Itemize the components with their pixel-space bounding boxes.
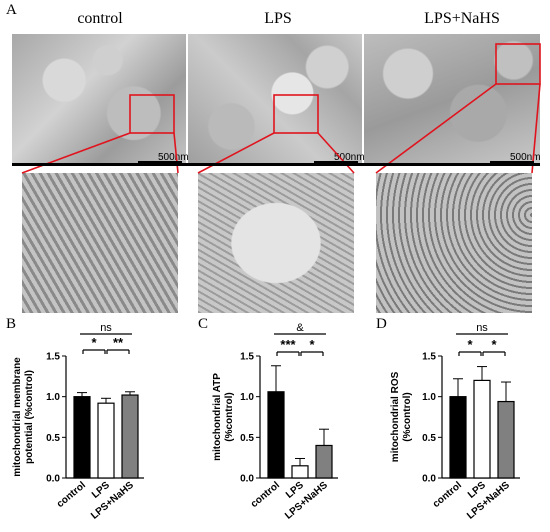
y-tick-label: 0.0 bbox=[240, 474, 254, 485]
y-tick-label: 1.5 bbox=[46, 352, 60, 363]
title-lps: LPS bbox=[264, 10, 292, 27]
y-tick-label: 0.5 bbox=[46, 433, 60, 444]
em-image-lps-nahs-low bbox=[364, 34, 540, 166]
significance-label: ns bbox=[100, 322, 112, 334]
scale-bar-label-control: 500nm bbox=[158, 152, 189, 163]
bar-lps-nahs bbox=[497, 400, 515, 479]
y-axis-label: (%control) bbox=[224, 392, 235, 441]
panel-letter-d: D bbox=[376, 316, 387, 332]
significance-label: * bbox=[491, 337, 497, 352]
zoom-line bbox=[375, 83, 497, 174]
y-tick-label: 1.5 bbox=[422, 352, 436, 363]
y-tick-label: 1.0 bbox=[46, 392, 60, 403]
zoom-overlay bbox=[12, 43, 541, 174]
y-axis-label: mitochondrial ATP bbox=[212, 373, 223, 461]
title-lps-nahs: LPS+NaHS bbox=[424, 10, 500, 27]
roi-box-lps-nahs bbox=[495, 43, 541, 85]
bar-lps bbox=[97, 402, 115, 479]
y-axis-label: potential (%control) bbox=[24, 370, 35, 464]
significance-label: *** bbox=[280, 337, 296, 352]
panel-letter-a: A bbox=[6, 2, 17, 18]
y-tick-label: 0.5 bbox=[240, 433, 254, 444]
bar-lps-nahs bbox=[315, 444, 333, 479]
y-tick-label: 1.0 bbox=[422, 392, 436, 403]
roi-box-lps bbox=[273, 94, 319, 134]
em-image-control-zoom bbox=[22, 173, 178, 313]
panel-letter-c: C bbox=[198, 316, 209, 332]
bar-control bbox=[267, 391, 285, 479]
em-image-lps-zoom bbox=[198, 173, 354, 313]
y-tick-label: 1.5 bbox=[240, 352, 254, 363]
scale-bar-strip bbox=[12, 163, 540, 166]
zoom-line bbox=[531, 83, 541, 174]
zoom-line bbox=[317, 132, 355, 174]
scale-bar-label-lps-nahs: 500nm bbox=[510, 152, 541, 163]
chart-atp: mitochondrial ATP (%control)0.00.51.01.5c… bbox=[212, 322, 338, 522]
scale-bar-label-lps: 500nm bbox=[334, 152, 365, 163]
bar-lps bbox=[291, 465, 309, 479]
y-axis-label: mitochondrial membrane bbox=[12, 357, 23, 477]
zoom-line bbox=[197, 132, 275, 174]
y-axis-label: mitochondrial ROS bbox=[390, 371, 401, 462]
y-axis-label: (%control) bbox=[402, 392, 413, 441]
bar-control bbox=[73, 396, 91, 479]
y-tick-label: 0.0 bbox=[46, 474, 60, 485]
significance-label: * bbox=[309, 337, 315, 352]
significance-label: * bbox=[91, 335, 97, 350]
bar-lps-nahs bbox=[121, 394, 139, 479]
significance-label: ns bbox=[476, 322, 488, 334]
em-image-lps-nahs-zoom bbox=[376, 173, 532, 313]
title-control: control bbox=[77, 10, 123, 27]
y-tick-label: 0.0 bbox=[422, 474, 436, 485]
y-tick-label: 0.5 bbox=[422, 433, 436, 444]
significance-label: * bbox=[467, 337, 473, 352]
significance-label: & bbox=[296, 322, 304, 334]
significance-label: ** bbox=[113, 335, 124, 350]
zoom-line bbox=[21, 132, 131, 174]
bar-control bbox=[449, 396, 467, 479]
em-image-lps-low bbox=[188, 34, 362, 166]
y-tick-label: 1.0 bbox=[240, 392, 254, 403]
panel-letter-b: B bbox=[6, 316, 17, 332]
bar-lps bbox=[473, 379, 491, 479]
zoom-line bbox=[173, 132, 179, 174]
roi-box-control bbox=[129, 94, 175, 134]
chart-ros: mitochondrial ROS (%control)0.00.51.01.5c… bbox=[390, 322, 520, 522]
chart-membrane-potential: mitochondrial membrane potential (%contro… bbox=[12, 322, 144, 522]
